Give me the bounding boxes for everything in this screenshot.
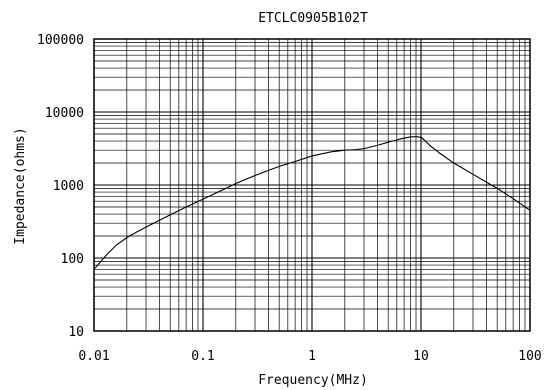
y-tick-labels: 10 100 1000 10000 100000	[37, 33, 84, 340]
y-tick-label: 100000	[37, 33, 84, 48]
y-tick-label: 100	[61, 252, 84, 267]
x-tick-label: 0.01	[78, 349, 109, 364]
x-axis-label: Frequency(MHz)	[258, 373, 368, 388]
y-axis-label: Impedance(ohms)	[13, 127, 28, 244]
chart-title: ETCLC0905B102T	[258, 11, 368, 26]
x-tick-label: 10	[413, 349, 429, 364]
x-tick-labels: 0.01 0.1 1 10 100	[78, 349, 541, 364]
plot-grid	[93, 39, 530, 332]
y-tick-label: 10000	[45, 106, 84, 121]
impedance-curve	[93, 136, 531, 270]
y-tick-label: 10	[68, 325, 84, 340]
x-tick-label: 1	[308, 349, 316, 364]
x-tick-label: 0.1	[191, 349, 214, 364]
plot-frame	[93, 38, 531, 332]
y-tick-label: 1000	[53, 179, 84, 194]
x-tick-label: 100	[518, 349, 541, 364]
